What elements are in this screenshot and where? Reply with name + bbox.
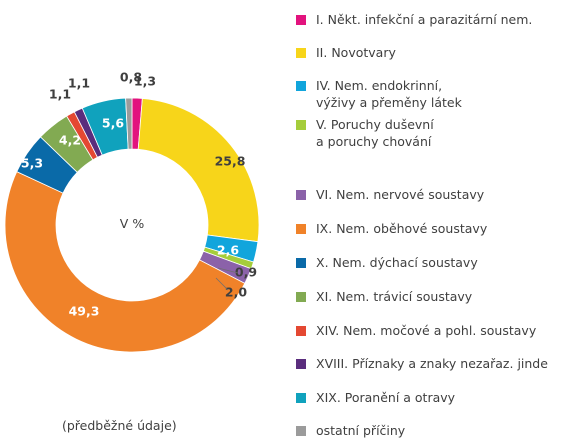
legend-item: XI. Nem. trávicí soustavy — [296, 288, 472, 305]
legend-swatch — [296, 258, 306, 268]
donut-slice — [4, 171, 246, 353]
legend-label: XI. Nem. trávicí soustavy — [316, 289, 473, 304]
legend-swatch — [296, 426, 306, 436]
slice-value-label: 2,6 — [217, 243, 239, 258]
legend-label: XIX. Poranění a otravy — [316, 390, 456, 405]
legend-label: IV. Nem. endokrinní, výživy a přeměny lá… — [316, 78, 462, 110]
legend-swatch — [296, 224, 306, 234]
legend-label: V. Poruchy duševní a poruchy chování — [316, 117, 434, 149]
leader-line — [217, 267, 239, 274]
slice-value-label: 1,1 — [49, 87, 71, 102]
legend-item: II. Novotvary — [296, 44, 396, 61]
preliminary-data-note: (předběžné údaje) — [62, 418, 177, 433]
legend-label: I. Někt. infekční a parazitární nem. — [316, 12, 533, 27]
slice-value-label: 5,3 — [21, 156, 43, 171]
leader-line — [215, 277, 229, 291]
slice-value-label: 49,3 — [69, 304, 100, 319]
legend-item: V. Poruchy duševní a poruchy chování — [296, 116, 434, 150]
legend-item: X. Nem. dýchací soustavy — [296, 254, 478, 271]
slice-value-label: 2,0 — [225, 285, 247, 300]
legend-swatch — [296, 190, 306, 200]
center-label: V % — [120, 216, 145, 231]
slice-value-label: 5,6 — [102, 116, 124, 131]
legend-item: XVIII. Příznaky a znaky nezařaz. jinde — [296, 355, 548, 372]
legend-swatch — [296, 393, 306, 403]
slice-value-label: 1,3 — [134, 74, 156, 89]
legend-swatch — [296, 81, 306, 91]
donut-slice — [137, 97, 260, 243]
legend-label: XIV. Nem. močové a pohl. soustavy — [316, 323, 537, 338]
legend-label: VI. Nem. nervové soustavy — [316, 187, 485, 202]
slice-value-label: 1,1 — [68, 76, 90, 91]
donut-slices — [4, 97, 260, 353]
slice-value-label: 0,8 — [120, 70, 142, 85]
legend-item: XIX. Poranění a otravy — [296, 389, 455, 406]
value-labels: 1,3 25,8 2,6 0,9 2,0 49,3 5,3 4,2 1,11,1 5,6 0,8 — [21, 70, 257, 319]
slice-value-label: 0,9 — [235, 265, 257, 280]
legend-swatch — [296, 326, 306, 336]
legend-label: XVIII. Příznaky a znaky nezařaz. jinde — [316, 356, 548, 371]
legend-item: IX. Nem. oběhové soustavy — [296, 220, 487, 237]
legend-item: I. Někt. infekční a parazitární nem. — [296, 11, 532, 28]
slice-value-label: 4,2 — [59, 133, 81, 148]
legend-label: ostatní příčiny — [316, 423, 406, 438]
legend-swatch — [296, 48, 306, 58]
legend-label: IX. Nem. oběhové soustavy — [316, 221, 488, 236]
donut-slice — [125, 97, 133, 150]
legend-label: II. Novotvary — [316, 45, 396, 60]
legend-swatch — [296, 15, 306, 25]
legend-label: X. Nem. dýchací soustavy — [316, 255, 478, 270]
legend-item: XIV. Nem. močové a pohl. soustavy — [296, 322, 536, 339]
legend-swatch — [296, 359, 306, 369]
legend-item: VI. Nem. nervové soustavy — [296, 186, 484, 203]
legend-swatch — [296, 292, 306, 302]
legend-swatch — [296, 120, 306, 130]
slice-value-label: 25,8 — [215, 154, 246, 169]
legend-item: IV. Nem. endokrinní, výživy a přeměny lá… — [296, 77, 462, 111]
legend-item: ostatní příčiny — [296, 422, 405, 439]
